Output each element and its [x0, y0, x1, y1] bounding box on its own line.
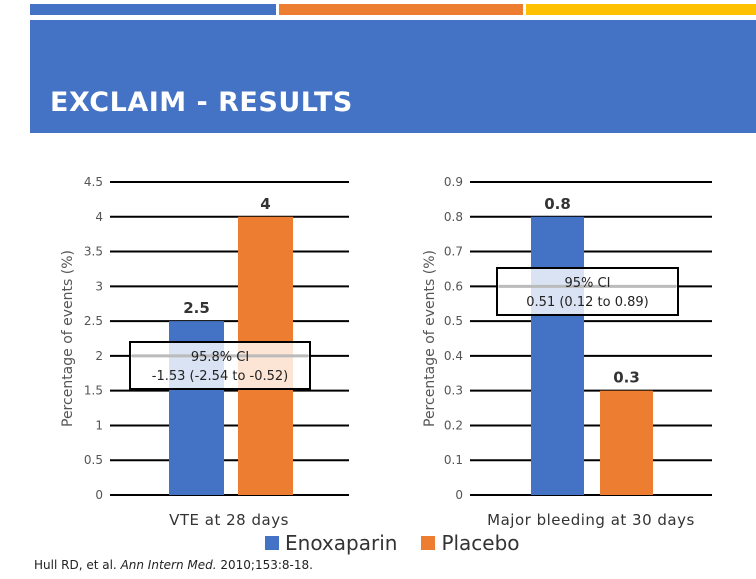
chart-1-ci-box	[129, 341, 311, 390]
chart-2-xlabel: Major bleeding at 30 days	[487, 511, 695, 529]
accent-bar-yellow	[526, 4, 756, 15]
chart-1-ytick-label: 4.5	[84, 175, 103, 189]
chart-1-ytick-label: 1.5	[84, 384, 103, 398]
chart-2-ytick-label: 0.7	[444, 245, 463, 259]
legend: Enoxaparin Placebo	[265, 531, 544, 555]
chart-2-ytick-label: 0.3	[444, 384, 463, 398]
chart-2-ytick-label: 0.8	[444, 210, 463, 224]
chart-1-xlabel: VTE at 28 days	[169, 511, 289, 529]
chart-1-ylabel: Percentage of events (%)	[60, 250, 76, 427]
chart-2-ci-value: 0.51 (0.12 to 0.89)	[526, 295, 648, 310]
legend-item-enoxaparin: Enoxaparin	[265, 531, 397, 555]
chart-1-data-label-enoxaparin: 2.5	[183, 299, 210, 317]
chart-2-ci-box	[496, 267, 679, 316]
accent-bar-blue	[30, 4, 276, 15]
chart-1-ytick-label: 0.5	[84, 453, 103, 467]
chart-2-ytick-label: 0.5	[444, 314, 463, 328]
chart-2-ytick-label: 0.2	[444, 418, 463, 432]
chart-1-ytick-label: 3.5	[84, 245, 103, 259]
chart-1-ci-label: 95.8% CI	[191, 350, 249, 365]
chart-1-ytick-label: 2	[95, 349, 103, 363]
chart-1-data-label-placebo: 4	[260, 195, 270, 213]
chart-1-ci-value: -1.53 (-2.54 to -0.52)	[152, 369, 289, 384]
chart-2-ytick-label: 0	[455, 488, 463, 502]
legend-item-placebo: Placebo	[421, 531, 520, 555]
chart-2-ytick-label: 0.1	[444, 453, 463, 467]
slide-title: EXCLAIM - RESULTS	[50, 87, 353, 118]
chart-2-data-label-placebo: 0.3	[613, 369, 640, 387]
chart-1-ytick-label: 4	[95, 210, 103, 224]
chart-1-ytick-label: 2.5	[84, 314, 103, 328]
accent-bar-orange	[279, 4, 523, 15]
citation-authors: Hull RD, et al.	[34, 558, 117, 572]
chart-1-ytick-label: 3	[95, 279, 103, 293]
legend-label-placebo: Placebo	[441, 531, 520, 555]
legend-swatch-enoxaparin	[265, 536, 279, 550]
chart-2-bar-enoxaparin	[531, 216, 584, 495]
title-band: EXCLAIM - RESULTS	[30, 20, 756, 133]
chart-2-ytick-label: 0.4	[444, 349, 463, 363]
citation-journal: Ann Intern Med.	[120, 558, 217, 572]
chart-2-ytick-label: 0.6	[444, 279, 463, 293]
chart-2-ci-label: 95% CI	[565, 276, 611, 291]
legend-label-enoxaparin: Enoxaparin	[285, 531, 398, 555]
chart-2-ytick-label: 0.9	[444, 175, 463, 189]
chart-2-bar-placebo	[600, 390, 653, 495]
citation: Hull RD, et al. Ann Intern Med. 2010;153…	[34, 558, 313, 572]
chart-1-ytick-label: 1	[95, 418, 103, 432]
legend-swatch-placebo	[421, 536, 436, 550]
chart-1-ytick-label: 0	[95, 488, 103, 502]
chart-2-ylabel: Percentage of events (%)	[422, 250, 438, 427]
chart-2-data-label-enoxaparin: 0.8	[544, 195, 571, 213]
citation-details: 2010;153:8-18.	[220, 558, 313, 572]
